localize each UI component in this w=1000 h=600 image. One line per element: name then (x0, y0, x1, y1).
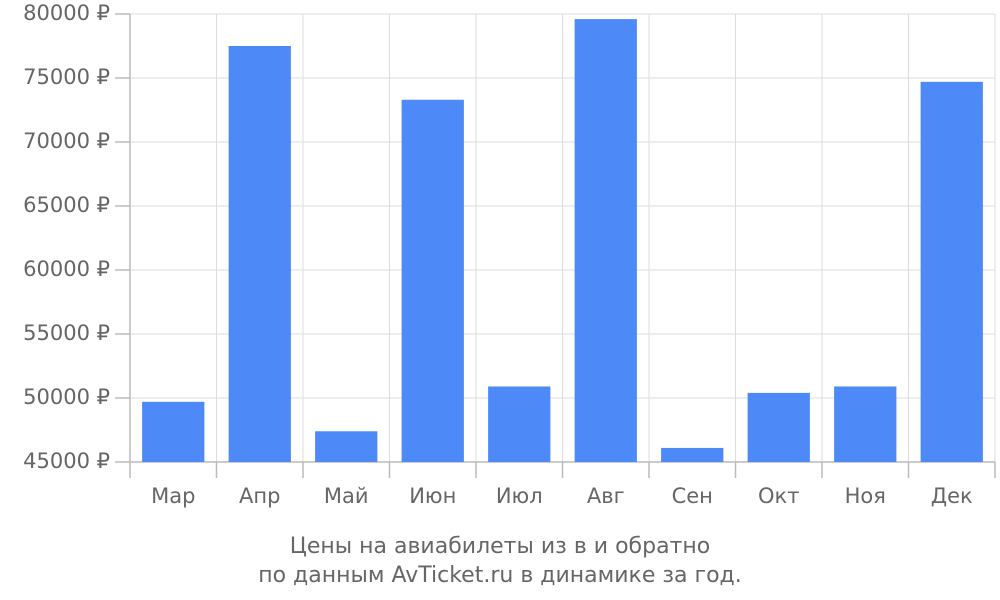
bar (834, 386, 897, 462)
x-tick-label: Апр (239, 484, 280, 508)
bar (574, 19, 637, 463)
y-tick-label: 75000 ₽ (23, 65, 110, 89)
y-tick-label: 55000 ₽ (23, 321, 110, 345)
y-tick-label: 45000 ₽ (23, 449, 110, 473)
chart-title: Цены на авиабилеты из в и обратно (290, 534, 710, 559)
bar (488, 386, 551, 462)
x-tick-label: Дек (931, 484, 973, 508)
x-tick-label: Авг (587, 484, 625, 508)
chart-subtitle: по данным AvTicket.ru в динамике за год. (258, 563, 742, 588)
y-tick-label: 50000 ₽ (23, 385, 110, 409)
x-tick-label: Май (324, 484, 369, 508)
x-tick-label: Ноя (845, 484, 886, 508)
x-tick-label: Окт (758, 484, 799, 508)
x-tick-label: Июл (496, 484, 543, 508)
bar (228, 46, 291, 462)
bar (315, 431, 378, 462)
y-tick-label: 80000 ₽ (23, 1, 110, 25)
x-tick-label: Мар (151, 484, 195, 508)
bar (747, 392, 810, 462)
y-tick-label: 60000 ₽ (23, 257, 110, 281)
y-tick-label: 70000 ₽ (23, 129, 110, 153)
bar (401, 99, 464, 462)
bar (142, 401, 205, 462)
bar (920, 81, 983, 462)
bar (661, 447, 724, 462)
x-tick-label: Сен (672, 484, 713, 508)
y-tick-label: 65000 ₽ (23, 193, 110, 217)
x-tick-label: Июн (409, 484, 456, 508)
